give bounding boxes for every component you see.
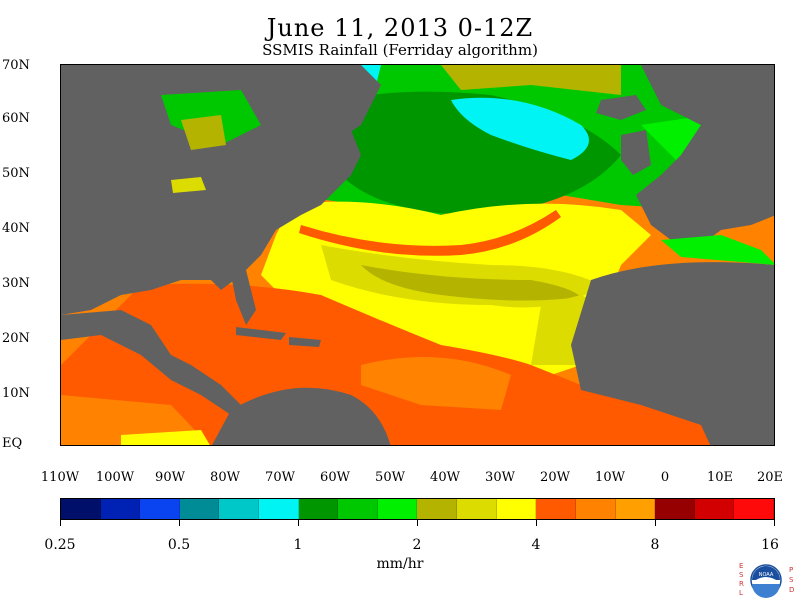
lat-label: 10N (2, 386, 30, 401)
rainfall-map (60, 64, 775, 446)
noaa-logo-text: NOAA (759, 572, 774, 578)
colorbar-swatch (734, 499, 774, 519)
rain-patch-canada-olive (181, 115, 226, 150)
colorbar-swatch (575, 499, 616, 519)
colorbar (60, 498, 775, 520)
land-iceland (596, 95, 646, 120)
colorbar-tick (417, 520, 418, 526)
colorbar-tick (655, 520, 656, 526)
lat-label: 30N (2, 276, 30, 291)
lon-label: 60W (320, 470, 350, 485)
colorbar-units: mm/hr (376, 556, 424, 572)
colorbar-swatch (100, 499, 141, 519)
logo-letter-left: E (739, 562, 743, 570)
colorbar-swatch (219, 499, 260, 519)
lon-label: 20W (540, 470, 570, 485)
noaa-bird-icon (753, 577, 779, 584)
lon-label: 80W (210, 470, 240, 485)
colorbar-label: 2 (412, 537, 422, 553)
lon-label: 100W (95, 470, 135, 485)
colorbar-label: 4 (531, 537, 541, 553)
colorbar-label: 16 (761, 537, 779, 553)
land-europe (636, 65, 774, 245)
land-north-america (61, 65, 361, 315)
land-florida (231, 270, 256, 325)
lat-label: EQ (2, 436, 23, 451)
colorbar-tick (179, 520, 180, 526)
rain-zone-yellow-sw (121, 430, 210, 445)
lon-label: 90W (155, 470, 185, 485)
noaa-logo-svg: E S R L NOAA P S D (739, 562, 794, 598)
colorbar-swatch (179, 499, 220, 519)
lat-label: 70N (2, 58, 30, 73)
rain-zone-olive-north (441, 65, 621, 95)
lat-label: 40N (2, 221, 30, 236)
rain-zone-mediterranean (661, 235, 774, 265)
colorbar-tick (536, 520, 537, 526)
rain-zone-orange-patch (361, 357, 511, 410)
lon-label: 50W (375, 470, 405, 485)
land-hispaniola (289, 337, 321, 347)
land-africa (571, 262, 774, 445)
lon-label: 10W (595, 470, 625, 485)
logo-letter-right: P (789, 566, 793, 574)
lat-label: 50N (2, 166, 30, 181)
colorbar-swatch (536, 499, 576, 519)
lon-label: 20E (756, 470, 784, 485)
lon-label: 40W (430, 470, 460, 485)
colorbar-label: 0.25 (44, 537, 76, 553)
lon-label: 70W (265, 470, 295, 485)
colorbar-tick (298, 520, 299, 526)
colorbar-swatch (496, 499, 537, 519)
rain-zone-cyan (451, 97, 589, 160)
noaa-logo: E S R L NOAA P S D (736, 560, 796, 600)
colorbar-label: 0.5 (167, 537, 191, 553)
lon-label: 0 (660, 470, 670, 485)
rain-patch-lakes (171, 177, 206, 193)
lat-label: 60N (2, 111, 30, 126)
colorbar-swatch (298, 499, 339, 519)
colorbar-swatch (694, 499, 735, 519)
logo-letter-right: D (789, 586, 794, 594)
colorbar-swatch (61, 499, 101, 519)
land-greenland (266, 65, 381, 145)
lon-label: 110W (40, 470, 80, 485)
colorbar-swatch (655, 499, 695, 519)
colorbar-swatch (140, 499, 180, 519)
land-cuba (236, 327, 286, 340)
colorbar-label: 1 (293, 537, 303, 553)
colorbar-tick (60, 520, 61, 526)
rainfall-map-svg (61, 65, 774, 445)
rain-zone-olive (361, 265, 581, 301)
land-uk (621, 130, 651, 175)
logo-letter-left: R (739, 580, 744, 588)
logo-letter-right: S (789, 576, 794, 584)
colorbar-swatch (377, 499, 418, 519)
colorbar-swatch (615, 499, 656, 519)
land-south-america (212, 387, 391, 445)
colorbar-swatch (338, 499, 378, 519)
colorbar-swatch (417, 499, 458, 519)
logo-letter-left: L (739, 589, 743, 597)
rain-front-band (299, 210, 561, 256)
map-subtitle: SSMIS Rainfall (Ferriday algorithm) (262, 41, 538, 59)
colorbar-swatch (457, 499, 497, 519)
land-central-america (61, 310, 241, 415)
lon-label: 30W (485, 470, 515, 485)
colorbar-tick (774, 520, 775, 526)
colorbar-label: 8 (650, 537, 660, 553)
lon-label: 10E (706, 470, 734, 485)
lat-label: 20N (2, 331, 30, 346)
map-title: June 11, 2013 0-12Z (266, 14, 534, 42)
noaa-sea (752, 584, 780, 598)
colorbar-swatch (259, 499, 299, 519)
logo-letter-left: S (739, 571, 744, 579)
noaa-sky (752, 566, 780, 580)
